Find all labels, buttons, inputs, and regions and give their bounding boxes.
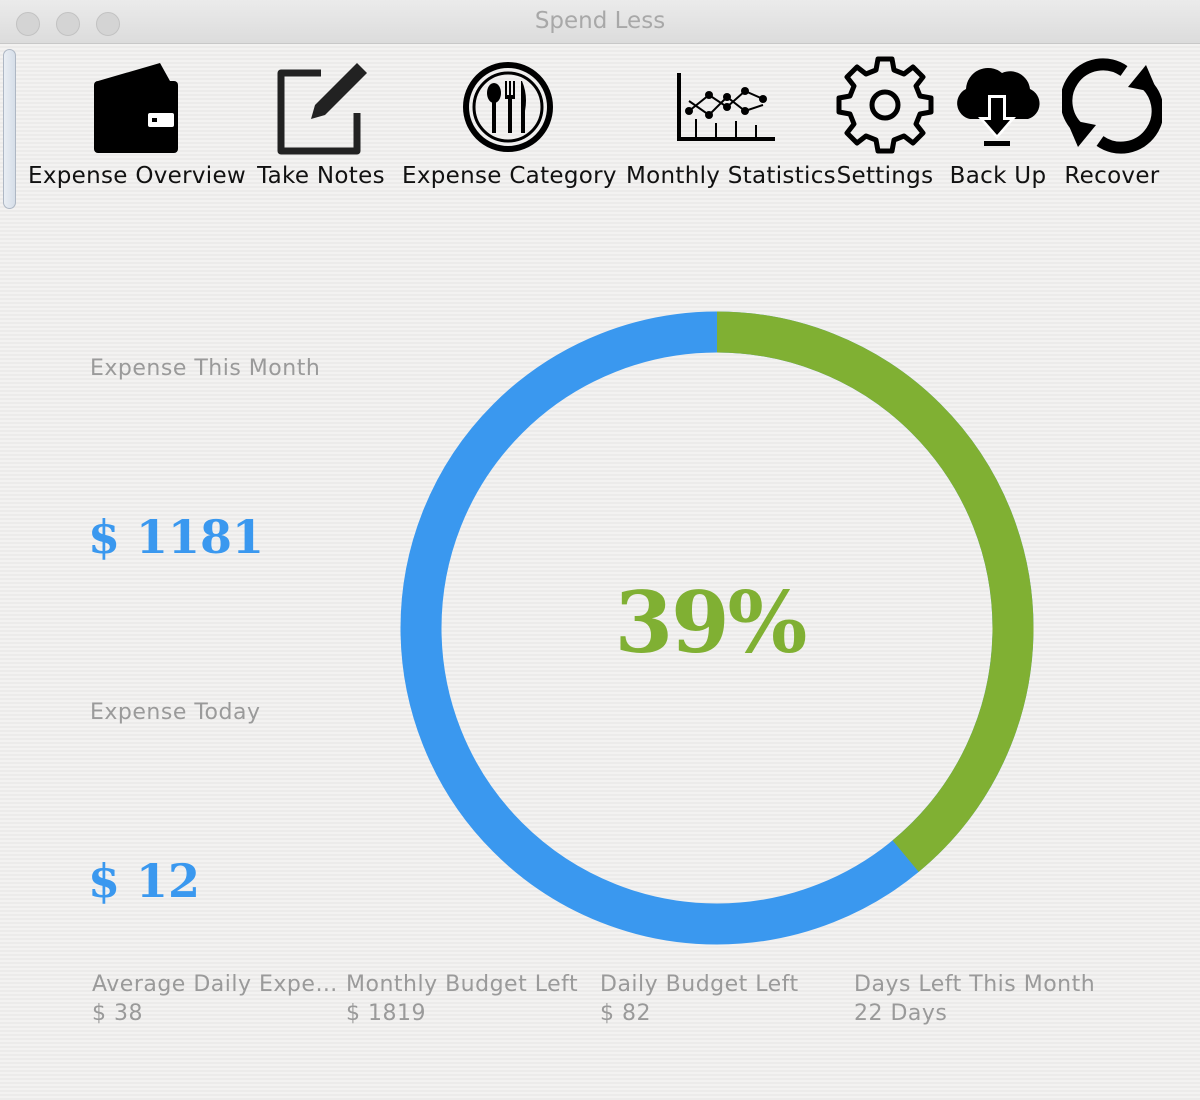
toolbar-label: Take Notes [257,163,385,189]
toolbar-expense-category-button[interactable]: Expense Category [402,55,617,205]
toolbar-label: Settings [836,163,934,189]
gear-icon [836,56,934,154]
toolbar-expense-overview-button[interactable]: Expense Overview [28,55,246,205]
budget-percent: 39% [614,573,808,672]
cutlery-icon [463,62,553,152]
refresh-icon [1062,58,1162,154]
toolbar-label: Expense Overview [28,163,246,189]
expense-this-month-label: Expense This Month [90,356,321,381]
average-daily-expense-stat: Average Daily Expense $ 38 [92,972,342,1026]
toolbar-label: Recover [1064,163,1160,189]
spent-arc [400,311,1034,945]
stat-value: $ 82 [600,1001,651,1026]
stat-label: Daily Budget Left [600,972,799,997]
toolbar-label: Expense Category [402,163,617,189]
toolbar-label: Back Up [949,163,1047,189]
expense-this-month-value: $ 1181 [88,510,265,564]
toolbar-settings-button[interactable]: Settings [836,55,934,205]
toolbar-back-up-button[interactable]: Back Up [946,55,1050,205]
stat-label: Days Left This Month [854,972,1096,997]
title-bar: Spend Less [0,0,1200,44]
line-chart-icon [677,73,775,141]
expense-today-value: $ 12 [88,854,201,908]
minimize-window-button[interactable] [56,12,80,36]
toolbar-monthly-statistics-button[interactable]: Monthly Statistics [626,55,836,205]
stat-value: $ 38 [92,1001,143,1026]
expense-today-label: Expense Today [90,700,261,725]
wallet-icon [94,63,178,153]
daily-budget-left-stat: Daily Budget Left $ 82 [600,972,850,1026]
budget-progress-ring [400,311,1034,945]
stat-value: $ 1819 [346,1001,426,1026]
vertical-scrollbar[interactable] [3,49,16,209]
cloud-download-icon [957,67,1040,146]
zoom-window-button[interactable] [96,12,120,36]
close-window-button[interactable] [16,12,40,36]
stat-label: Average Daily Expense [92,972,340,997]
edit-note-icon [277,63,367,155]
stat-label: Monthly Budget Left [346,972,579,997]
toolbar-take-notes-button[interactable]: Take Notes [252,55,390,205]
days-left-this-month-stat: Days Left This Month 22 Days [854,972,1104,1026]
stat-value: 22 Days [854,1001,948,1026]
toolbar-label: Monthly Statistics [626,163,836,189]
window-title: Spend Less [534,8,666,34]
monthly-budget-left-stat: Monthly Budget Left $ 1819 [346,972,596,1026]
toolbar-recover-button[interactable]: Recover [1062,55,1162,205]
